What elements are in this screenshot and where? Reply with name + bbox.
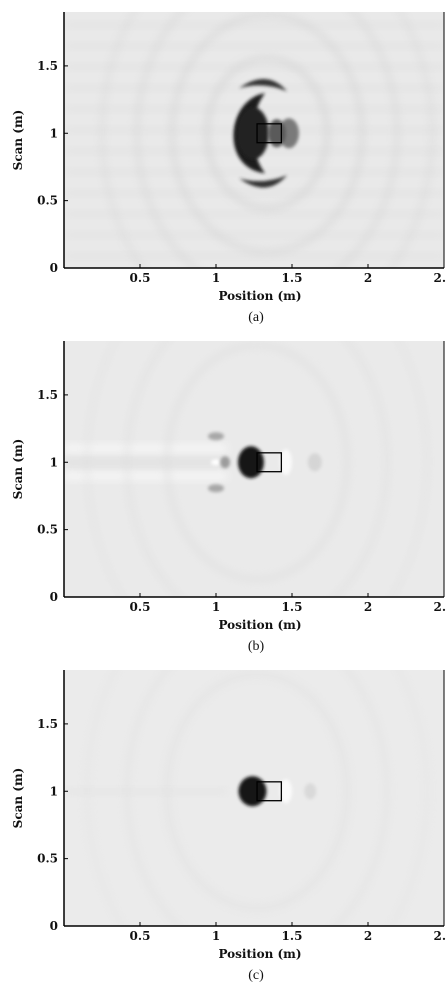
y-axis-title: Scan (m): [11, 768, 25, 829]
x-tick-label: 1.5: [282, 929, 303, 943]
chart-svg: 0.5 1 1.5 2 2.5 0 0.5 1 1.5 Position (m) Scan (m) (…: [11, 670, 447, 983]
y-tick-label: 0.5: [37, 852, 58, 866]
x-tick-label: 2: [364, 271, 372, 285]
y-tick-label: 0: [50, 590, 58, 604]
y-tick-label: 1.5: [37, 388, 58, 402]
y-tick-label: 1: [50, 126, 58, 140]
x-tick-label: 0.5: [130, 271, 151, 285]
y-tick-label: 1: [50, 455, 58, 469]
y-tick-label: 0: [50, 919, 58, 933]
x-tick-label: 2: [364, 600, 372, 614]
x-tick-label: 2.5: [434, 271, 447, 285]
x-tick-label: 0.5: [130, 600, 151, 614]
y-tick-label: 1: [50, 784, 58, 798]
x-axis-title: Position (m): [218, 947, 301, 961]
x-axis-title: Position (m): [218, 289, 301, 303]
x-tick-label: 1: [212, 271, 220, 285]
x-axis-title: Position (m): [218, 618, 301, 632]
panel-caption: (c): [248, 968, 264, 983]
heatmap-field: [64, 12, 444, 268]
x-tick-label: 1.5: [282, 271, 303, 285]
target-box: [256, 123, 283, 144]
target-box: [256, 781, 283, 802]
heatmap-field: [64, 670, 430, 926]
y-tick-label: 0.5: [37, 194, 58, 208]
panel-a: 0.5 1 1.5 2 2.5 0 0.5 1 1.5 Position (m) Scan (m) (…: [0, 0, 447, 329]
y-tick-label: 1.5: [37, 717, 58, 731]
panel-c: 0.5 1 1.5 2 2.5 0 0.5 1 1.5 Position (m) Scan (m) (…: [0, 658, 447, 987]
x-tick-label: 2.5: [434, 600, 447, 614]
x-tick-label: 1.5: [282, 600, 303, 614]
y-axis-title: Scan (m): [11, 439, 25, 500]
y-tick-label: 0: [50, 261, 58, 275]
y-tick-label: 0.5: [37, 523, 58, 537]
panel-caption: (b): [248, 639, 265, 654]
x-tick-label: 1: [212, 929, 220, 943]
x-tick-label: 2: [364, 929, 372, 943]
x-tick-label: 0.5: [130, 929, 151, 943]
x-tick-label: 2.5: [434, 929, 447, 943]
y-axis-title: Scan (m): [11, 110, 25, 171]
panel-b: 0.5 1 1.5 2 2.5 0 0.5 1 1.5 Position (m) Scan (m) (…: [0, 329, 447, 658]
y-tick-label: 1.5: [37, 59, 58, 73]
x-tick-label: 1: [212, 600, 220, 614]
target-box: [256, 452, 283, 473]
chart-svg: 0.5 1 1.5 2 2.5 0 0.5 1 1.5 Position (m) Scan (m) (…: [11, 341, 447, 654]
panel-caption: (a): [248, 310, 264, 325]
chart-svg: 0.5 1 1.5 2 2.5 0 0.5 1 1.5 Position (m) Scan (m) (…: [11, 12, 447, 325]
